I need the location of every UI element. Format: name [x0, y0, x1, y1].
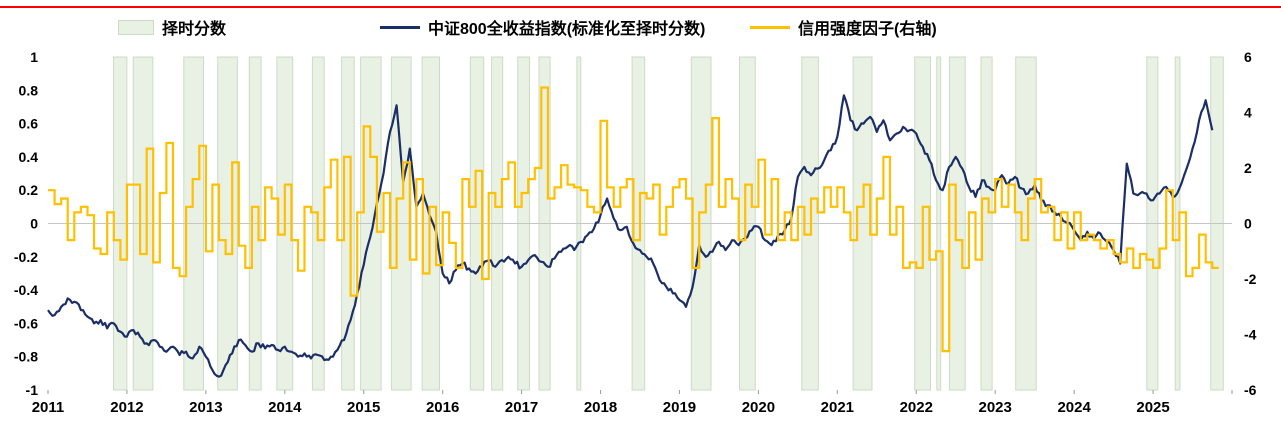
legend-item-credit-factor: 信用强度因子(右轴): [750, 15, 937, 39]
x-axis-tick-label: 2014: [268, 399, 302, 416]
right-axis-tick-label: -6: [1244, 382, 1257, 398]
left-axis-tick-label: 0.2: [19, 182, 39, 198]
left-axis-tick-label: 0.4: [19, 149, 39, 165]
x-axis-tick-label: 2016: [426, 399, 459, 416]
x-axis-tick-label: 2024: [1057, 399, 1091, 416]
x-axis-ticks: [47, 390, 1233, 394]
left-axis-tick-label: 0.6: [19, 116, 39, 132]
line-swatch-gold: [750, 25, 790, 29]
left-axis-tick-label: -0.4: [14, 282, 38, 298]
index-line: [47, 94, 1214, 378]
x-axis-tick-label: 2013: [189, 399, 222, 416]
credit-factor-line: [48, 86, 1219, 353]
x-axis-tick-label: 2019: [663, 399, 696, 416]
right-axis-tick-label: 0: [1244, 216, 1252, 232]
x-axis-tick-label: 2020: [742, 399, 775, 416]
legend-label-credit-factor: 信用强度因子(右轴): [798, 21, 937, 38]
x-axis-tick-label: 2023: [979, 399, 1012, 416]
x-axis-tick-label: 2012: [110, 399, 143, 416]
right-axis-tick-label: 2: [1244, 160, 1252, 176]
left-axis-tick-label: -1: [26, 382, 39, 398]
axis-labels: 1 0.8 0.6 0.4 0.2 0 -0.2 -0.4 -0.6 -0.8 -1 6 4 2 0 -2 -4…: [14, 49, 1257, 416]
x-axis-tick-label: 2022: [900, 399, 933, 416]
left-axis-tick-label: 1: [30, 49, 38, 65]
left-axis-tick-label: -0.8: [14, 349, 38, 365]
x-axis-tick-label: 2018: [584, 399, 617, 416]
chart-legend: 择时分数 中证800全收益指数(标准化至择时分数) 信用强度因子(右轴): [0, 0, 1281, 44]
band-swatch: [118, 19, 154, 35]
legend-item-timing-score: 择时分数: [118, 15, 226, 39]
right-axis-tick-label: 4: [1244, 105, 1252, 121]
x-axis-tick-label: 2011: [32, 399, 65, 416]
left-axis-tick-label: 0: [30, 216, 38, 232]
top-rule: [0, 6, 1281, 8]
line-swatch-navy: [380, 25, 420, 29]
legend-label-index: 中证800全收益指数(标准化至择时分数): [428, 21, 706, 38]
legend-item-index: 中证800全收益指数(标准化至择时分数): [380, 15, 705, 39]
x-axis-tick-label: 2015: [347, 399, 380, 416]
x-axis-tick-label: 2025: [1136, 399, 1169, 416]
legend-label-timing-score: 择时分数: [162, 21, 227, 38]
left-axis-tick-label: -0.2: [14, 249, 38, 265]
left-axis-tick-label: -0.6: [14, 315, 38, 331]
left-axis-tick-label: 0.8: [19, 82, 39, 98]
x-axis-tick-label: 2017: [505, 399, 538, 416]
right-axis-tick-label: -4: [1244, 327, 1257, 343]
right-axis-tick-label: -2: [1244, 271, 1257, 287]
right-axis-tick-label: 6: [1244, 49, 1252, 65]
x-axis-tick-label: 2021: [821, 399, 854, 416]
